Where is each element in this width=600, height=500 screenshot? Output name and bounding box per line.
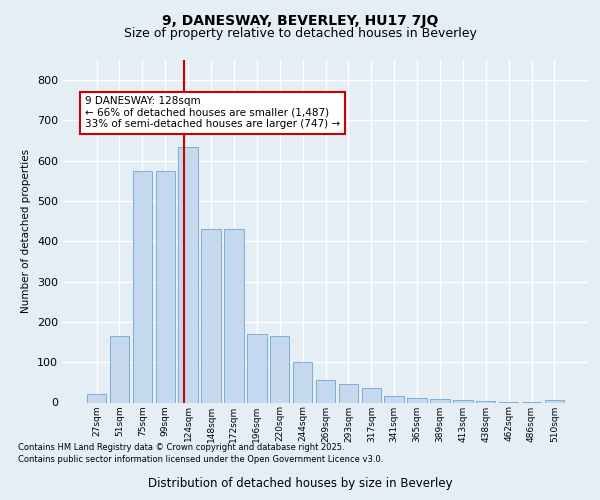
Bar <box>545 400 564 402</box>
Bar <box>338 384 358 402</box>
Bar <box>385 396 404 402</box>
Bar <box>270 336 289 402</box>
Bar <box>202 229 221 402</box>
Bar <box>110 336 129 402</box>
Bar <box>407 398 427 402</box>
Text: 9 DANESWAY: 128sqm
← 66% of detached houses are smaller (1,487)
33% of semi-deta: 9 DANESWAY: 128sqm ← 66% of detached hou… <box>85 96 340 130</box>
Text: Distribution of detached houses by size in Beverley: Distribution of detached houses by size … <box>148 477 452 490</box>
Text: Contains HM Land Registry data © Crown copyright and database right 2025.: Contains HM Land Registry data © Crown c… <box>18 442 344 452</box>
Bar <box>87 394 106 402</box>
Bar <box>316 380 335 402</box>
Bar <box>430 400 449 402</box>
Bar <box>155 171 175 402</box>
Bar <box>247 334 266 402</box>
Text: Size of property relative to detached houses in Beverley: Size of property relative to detached ho… <box>124 28 476 40</box>
Text: 9, DANESWAY, BEVERLEY, HU17 7JQ: 9, DANESWAY, BEVERLEY, HU17 7JQ <box>162 14 438 28</box>
Bar <box>178 146 198 402</box>
Bar <box>133 171 152 402</box>
Bar <box>362 388 381 402</box>
Bar <box>453 400 473 402</box>
Bar <box>293 362 313 403</box>
Text: Contains public sector information licensed under the Open Government Licence v3: Contains public sector information licen… <box>18 455 383 464</box>
Bar <box>224 229 244 402</box>
Y-axis label: Number of detached properties: Number of detached properties <box>22 149 31 314</box>
